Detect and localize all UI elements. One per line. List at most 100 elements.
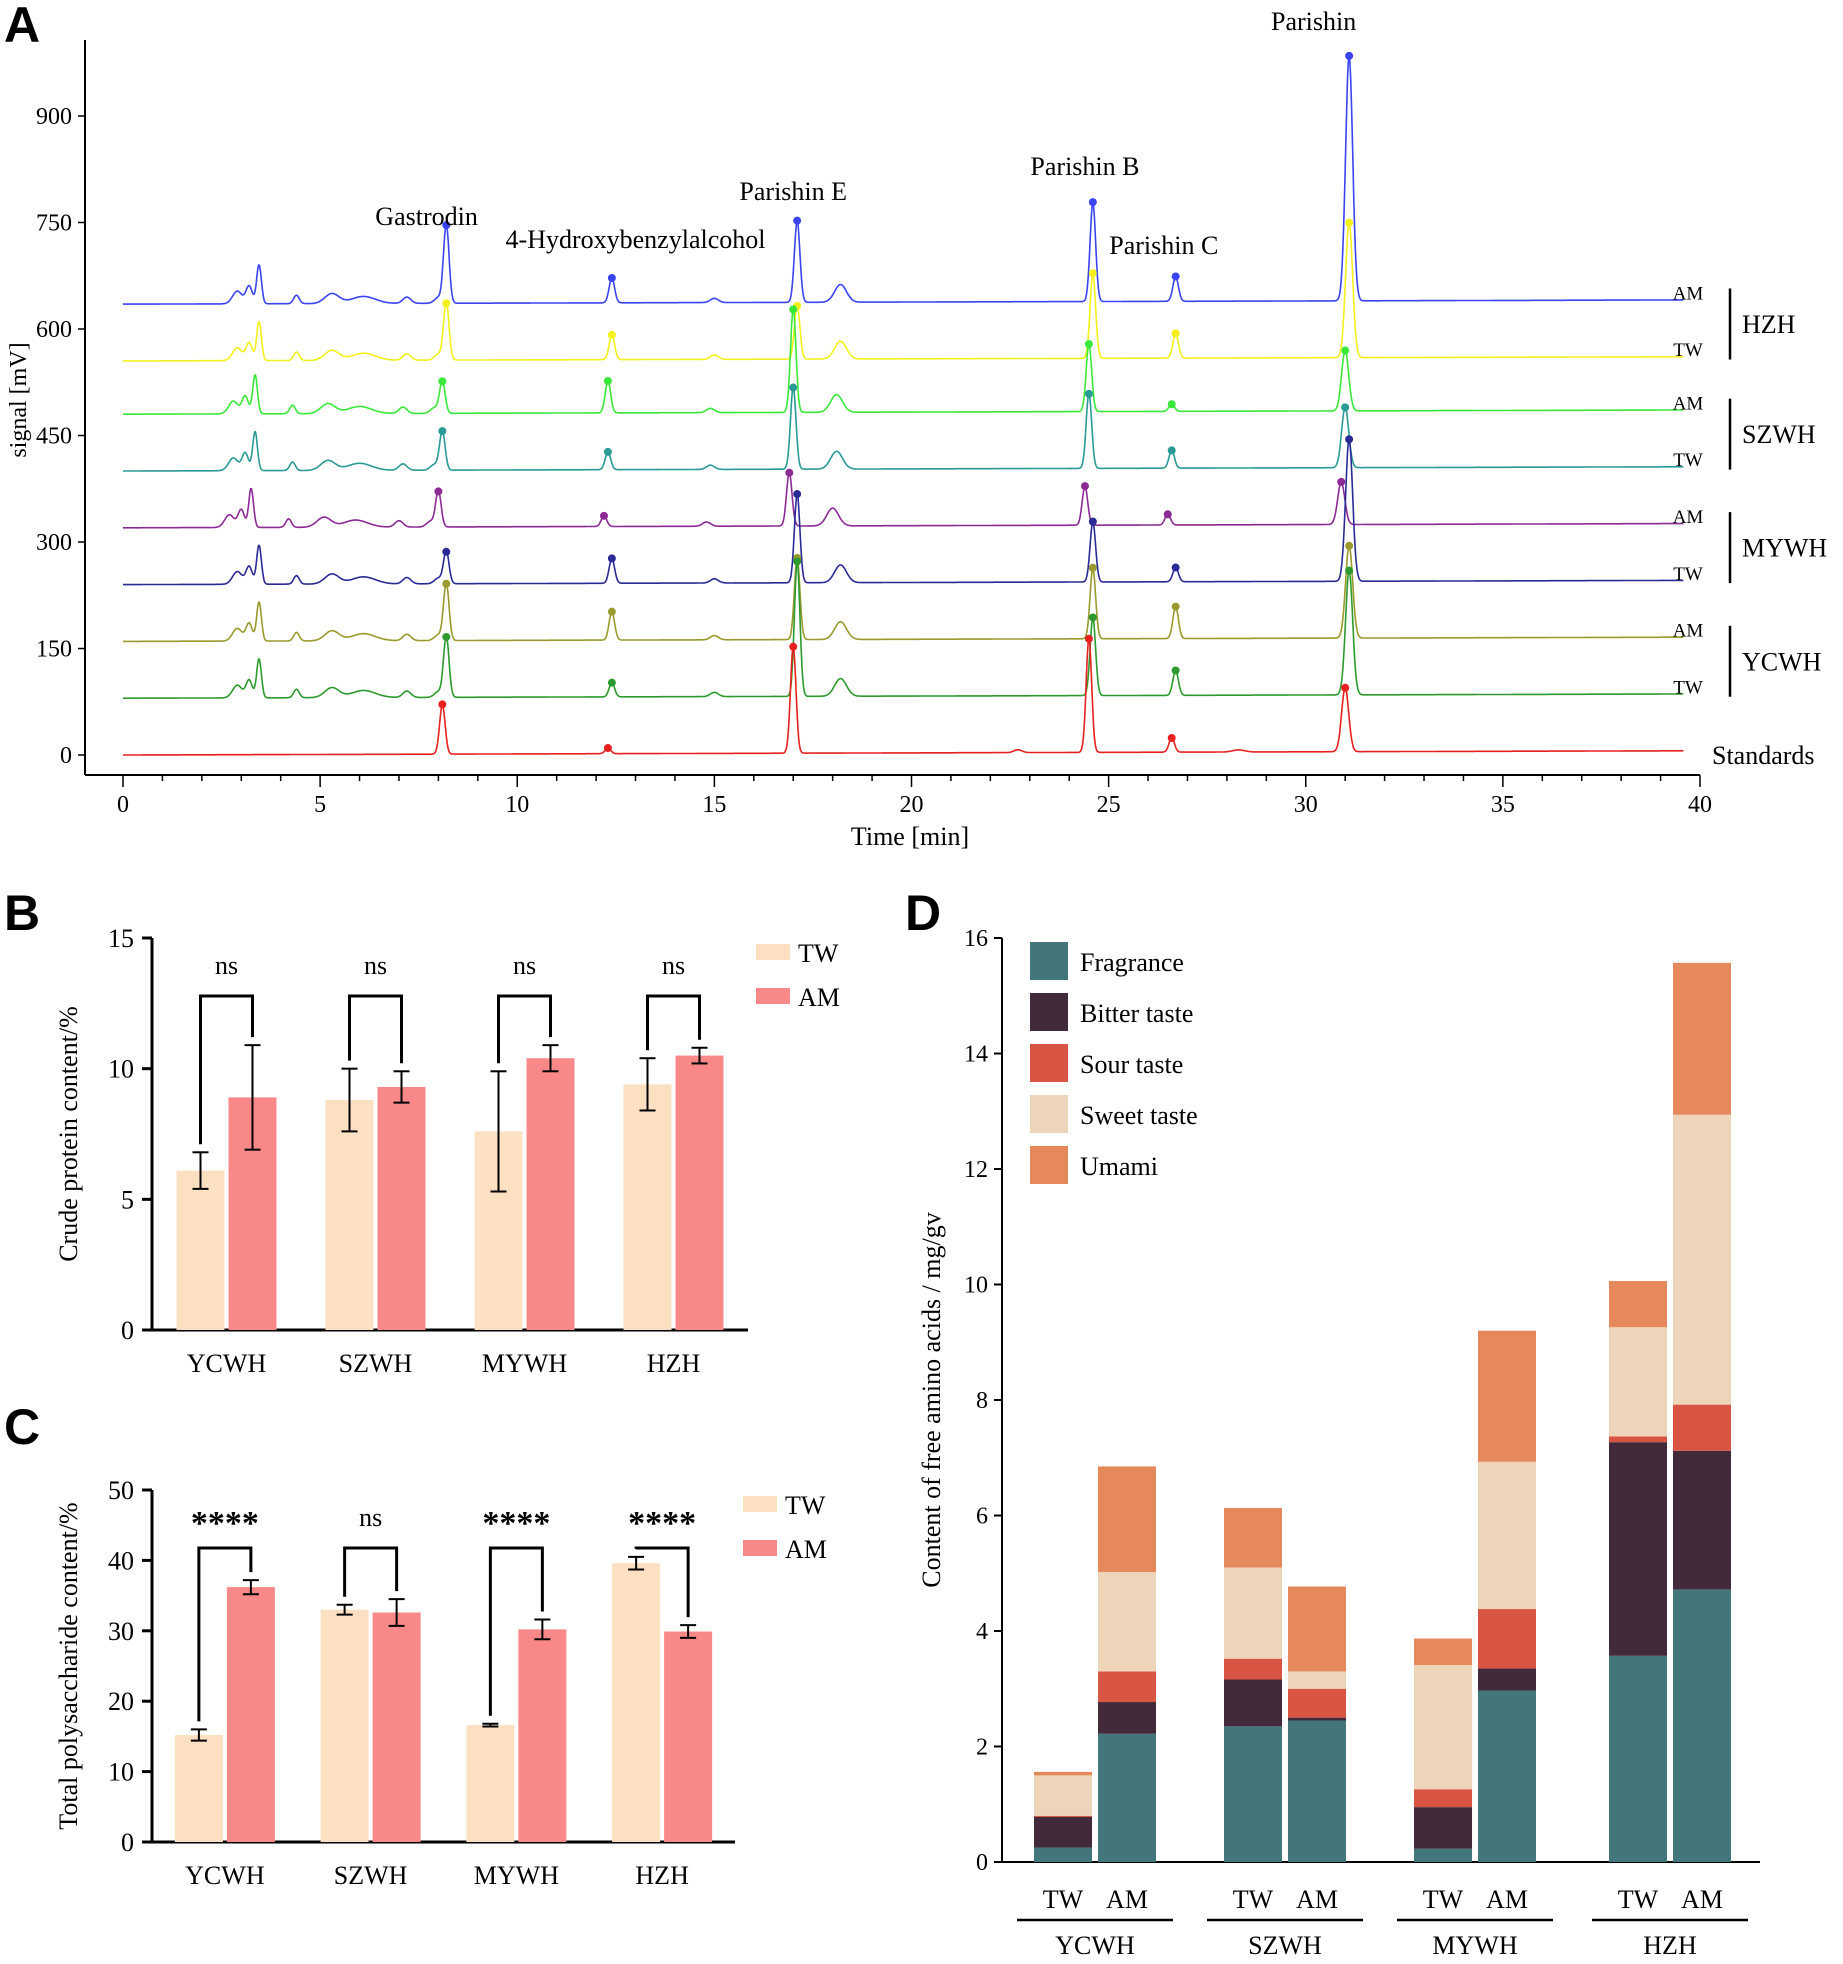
- peak-marker: [603, 447, 612, 456]
- x-tick-label: YCWH: [185, 1861, 265, 1890]
- legend-swatch-bitter-taste: [1030, 993, 1068, 1031]
- peak-marker: [1088, 563, 1097, 572]
- bar-am: [377, 1086, 426, 1330]
- peak-marker: [789, 383, 798, 392]
- bar-label: AM: [1296, 1885, 1338, 1914]
- significance-bracket: [199, 994, 254, 1145]
- peak-marker: [607, 607, 616, 616]
- x-tick-label: 10: [505, 792, 529, 818]
- peak-marker: [1167, 733, 1176, 742]
- x-tick-label: HZH: [647, 1349, 701, 1378]
- significance-label: ****: [191, 1505, 259, 1542]
- stack-segment-umami: [1224, 1507, 1282, 1568]
- y-tick-label: 0: [976, 1850, 988, 1876]
- y-axis-title: signal [mV]: [6, 342, 32, 457]
- stack-segment-umami: [1609, 1281, 1667, 1328]
- bar-am: [372, 1612, 421, 1842]
- y-tick-label: 900: [36, 104, 72, 130]
- peak-marker: [1171, 563, 1180, 572]
- stack-segment-sweet-taste: [1098, 1572, 1156, 1672]
- peak-marker: [442, 299, 451, 308]
- bar-tw: [176, 1170, 225, 1330]
- y-tick-label: 450: [36, 424, 72, 450]
- legend-label: AM: [798, 983, 840, 1012]
- legend-label: Bitter taste: [1080, 999, 1193, 1028]
- peak-marker: [789, 642, 798, 651]
- peak-marker: [1088, 613, 1097, 622]
- x-tick-label: SZWH: [334, 1861, 408, 1890]
- peak-marker: [442, 579, 451, 588]
- significance-label: ns: [215, 951, 238, 980]
- significance-bracket: [197, 1546, 253, 1722]
- y-tick-label: 10: [108, 1758, 134, 1787]
- stack-segment-fragrance: [1414, 1848, 1472, 1862]
- stack-segment-fragrance: [1673, 1589, 1731, 1862]
- chromatogram-hzh-tw: [122, 222, 1684, 362]
- peak-marker: [1084, 634, 1093, 643]
- y-tick-label: 0: [60, 743, 72, 769]
- peak-marker: [607, 273, 616, 282]
- peak-marker: [603, 376, 612, 385]
- bar-label: TW: [1043, 1885, 1084, 1914]
- stack-segment-sweet-taste: [1034, 1775, 1092, 1816]
- panel-label-a: A: [4, 0, 40, 53]
- group-label: SZWH: [1742, 420, 1816, 449]
- legend-swatch-tw: [756, 944, 790, 960]
- peak-marker: [438, 377, 447, 386]
- peak-label: Parishin E: [739, 177, 847, 206]
- peak-marker: [793, 557, 802, 566]
- y-tick-label: 750: [36, 211, 72, 237]
- bar-am: [664, 1631, 713, 1842]
- significance-bracket: [497, 994, 552, 1064]
- stack-segment-sweet-taste: [1288, 1671, 1346, 1689]
- panel-d: 0 2 4 6 8 10 12 14 16 Content of free amino acids…: [917, 926, 1760, 1960]
- y-tick-label: 0: [121, 1316, 134, 1345]
- peak-marker: [1337, 477, 1346, 486]
- y-tick-label: 2: [976, 1735, 988, 1761]
- significance-bracket: [343, 1546, 399, 1597]
- series-label: TW: [1673, 450, 1703, 471]
- y-tick-label: 8: [976, 1388, 988, 1414]
- series-label: TW: [1673, 340, 1703, 361]
- peak-marker: [793, 490, 802, 499]
- peak-label: Parishin C: [1109, 231, 1218, 260]
- peak-marker: [1088, 269, 1097, 278]
- group-label: HZH: [1643, 1931, 1697, 1960]
- peak-marker: [603, 743, 612, 752]
- y-tick-label: 16: [964, 926, 988, 952]
- legend-swatch-fragrance: [1030, 942, 1068, 980]
- peak-marker: [599, 511, 608, 520]
- panel-label-d: D: [905, 885, 941, 941]
- y-tick-label: 15: [108, 924, 134, 953]
- panel-c: 0 10 20 30 40 50 Total polysaccharide content/…: [54, 1476, 827, 1890]
- stack-segment-bitter-taste: [1034, 1816, 1092, 1848]
- stack-segment-umami: [1034, 1771, 1092, 1776]
- stack-segment-sour-taste: [1288, 1688, 1346, 1718]
- chromatogram-szwh-am: [123, 309, 1684, 415]
- peak-marker: [1080, 482, 1089, 491]
- legend-swatch-am: [756, 988, 790, 1004]
- x-tick-label: MYWH: [482, 1349, 567, 1378]
- bar-label: AM: [1486, 1885, 1528, 1914]
- bar-label: TW: [1423, 1885, 1464, 1914]
- peak-marker: [1167, 446, 1176, 455]
- y-tick-label: 10: [108, 1055, 134, 1084]
- legend-label: Sour taste: [1080, 1050, 1183, 1079]
- significance-label: ns: [662, 951, 685, 980]
- peak-marker: [1341, 346, 1350, 355]
- bar-label: AM: [1681, 1885, 1723, 1914]
- bar-am: [518, 1629, 567, 1842]
- stack-segment-sour-taste: [1098, 1671, 1156, 1703]
- peak-marker: [785, 468, 794, 477]
- bar-label: TW: [1233, 1885, 1274, 1914]
- x-tick-label: 40: [1688, 792, 1712, 818]
- x-axis-title: Time [min]: [851, 822, 969, 851]
- peak-marker: [607, 678, 616, 687]
- peak-label: Parishin B: [1030, 152, 1139, 181]
- stack-segment-sour-taste: [1478, 1609, 1536, 1669]
- stack-segment-sour-taste: [1034, 1815, 1092, 1817]
- stack-segment-sweet-taste: [1224, 1567, 1282, 1659]
- x-tick-label: HZH: [635, 1861, 689, 1890]
- y-axis-title: Crude protein content/%: [54, 1006, 83, 1262]
